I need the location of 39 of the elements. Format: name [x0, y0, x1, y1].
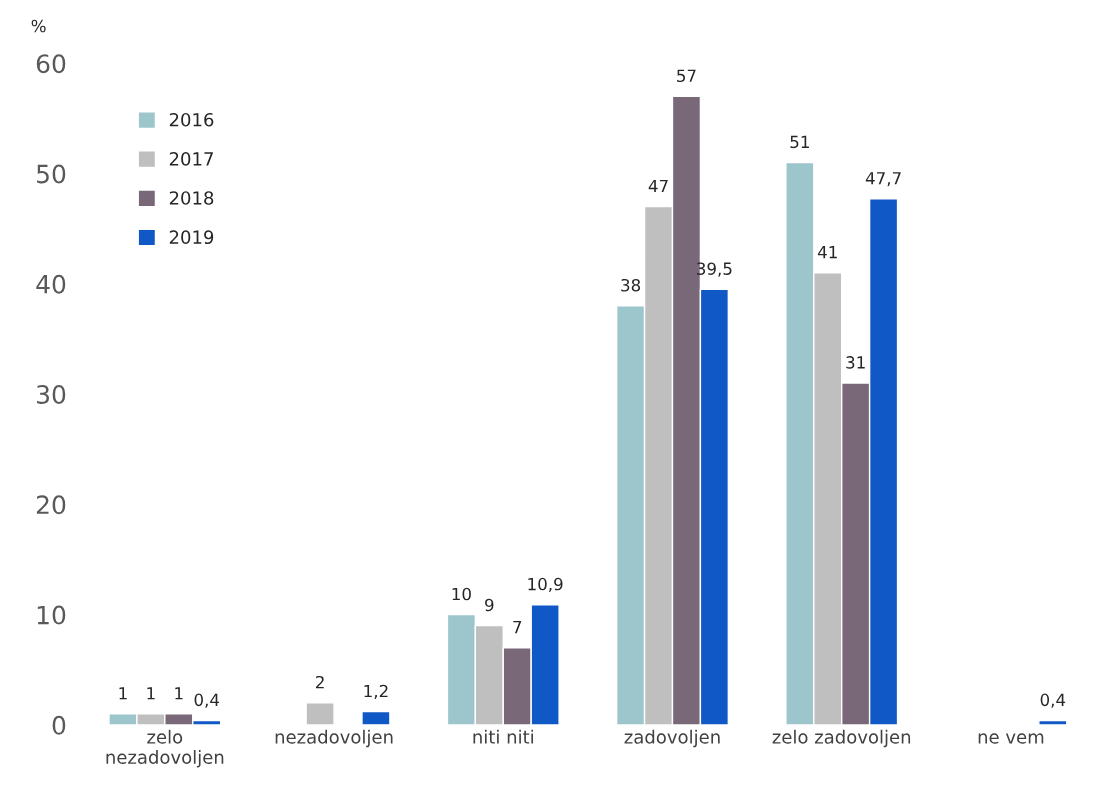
bar — [305, 702, 335, 725]
data-label: 1 — [147, 687, 155, 700]
data-label: 10,9 — [528, 577, 563, 593]
data-label: 9 — [485, 598, 494, 612]
data-label: 47,7 — [865, 172, 901, 187]
legend-label: 2017 — [169, 152, 213, 166]
y-tick-label: 30 — [36, 385, 66, 404]
y-tick-label: 60 — [36, 54, 66, 74]
data-label: 1 — [175, 687, 183, 700]
legend-label: 2018 — [169, 191, 214, 205]
data-label: 10 — [452, 587, 471, 601]
y-tick-label: 40 — [36, 274, 66, 294]
x-tick-label: niti niti — [473, 729, 534, 744]
y-tick-label: 50 — [37, 164, 66, 184]
x-tick-label: zelo zadovoljen — [772, 729, 911, 748]
y-tick-label: 20 — [36, 495, 66, 515]
data-label: 2 — [316, 675, 324, 689]
bar — [361, 710, 391, 725]
data-label: 57 — [677, 69, 696, 83]
bar — [1038, 719, 1068, 725]
data-label: 31 — [846, 356, 865, 369]
data-label: 1 — [119, 687, 127, 700]
data-label: 0,4 — [1040, 693, 1066, 708]
x-tick-label: nezadovoljen — [275, 729, 393, 748]
data-label: 47 — [648, 179, 668, 193]
data-label: 38 — [621, 278, 641, 292]
data-label: 1,2 — [364, 684, 388, 700]
data-label: 41 — [817, 246, 837, 259]
data-label: 7 — [513, 620, 522, 634]
x-tick-label: zelo nezadovoljen — [106, 729, 224, 768]
x-tick-label: zadovoljen — [624, 729, 720, 748]
y-tick-label: 0 — [52, 715, 66, 735]
data-label: 51 — [790, 135, 809, 149]
x-tick-label: ne vem — [978, 733, 1044, 744]
legend-label: 2019 — [169, 230, 214, 245]
y-axis-title: % — [31, 19, 46, 33]
data-label: 0,4 — [194, 693, 220, 708]
legend-label: 2016 — [169, 112, 214, 127]
y-tick-label: 10 — [37, 605, 66, 625]
